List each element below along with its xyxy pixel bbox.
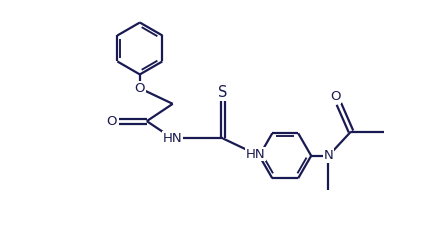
Text: O: O [135, 82, 145, 95]
Text: O: O [106, 115, 117, 128]
Text: HN: HN [246, 148, 266, 161]
Text: S: S [218, 85, 228, 100]
Text: HN: HN [163, 132, 183, 145]
Text: N: N [324, 149, 334, 162]
Text: O: O [330, 90, 341, 103]
